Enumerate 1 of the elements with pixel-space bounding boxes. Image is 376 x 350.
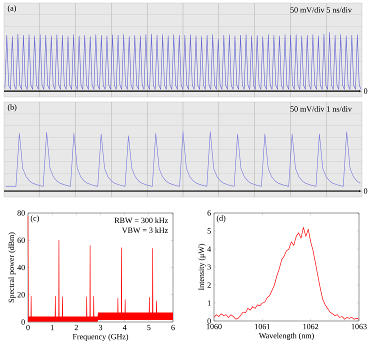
line-series — [214, 227, 360, 320]
